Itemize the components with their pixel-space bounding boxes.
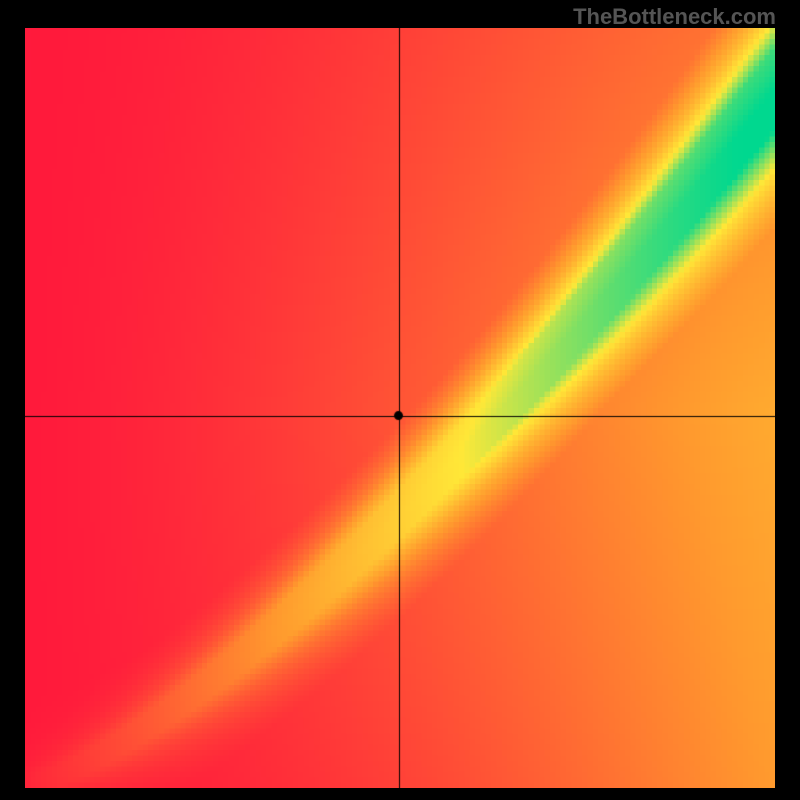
bottleneck-heatmap xyxy=(25,28,775,788)
chart-container: TheBottleneck.com xyxy=(0,0,800,800)
watermark-text: TheBottleneck.com xyxy=(573,4,776,30)
